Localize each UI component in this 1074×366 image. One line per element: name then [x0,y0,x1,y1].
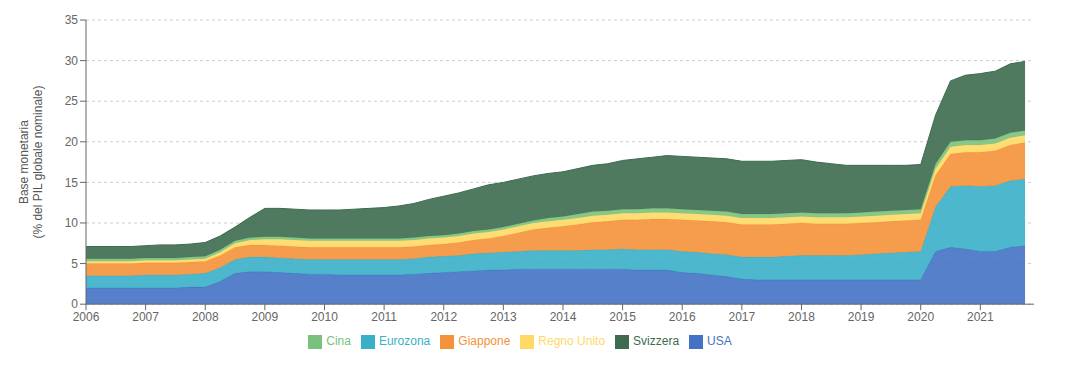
svg-text:2014: 2014 [550,310,577,324]
svg-text:2020: 2020 [907,310,934,324]
svg-text:2018: 2018 [788,310,815,324]
svg-text:2019: 2019 [848,310,875,324]
svg-text:Base monetaria(% del PIL globa: Base monetaria(% del PIL globale nominal… [17,86,45,239]
html-text:Svizzera: Svizzera [633,334,680,349]
svg-text:2015: 2015 [609,310,636,324]
svg-text:2006: 2006 [73,310,100,324]
svg-text:0: 0 [71,297,78,311]
html-text:USA: USA [707,334,732,349]
svg-text:2013: 2013 [490,310,517,324]
html-text:Regno Unito: Regno Unito [538,334,606,349]
svg-text:2008: 2008 [192,310,219,324]
svg-text:2012: 2012 [430,310,457,324]
svg-text:10: 10 [65,216,79,230]
svg-text:2010: 2010 [311,310,338,324]
svg-text:30: 30 [65,54,79,68]
svg-text:2011: 2011 [371,310,397,324]
svg-text:2021: 2021 [967,310,994,324]
svg-text:25: 25 [65,94,79,108]
svg-text:2016: 2016 [669,310,696,324]
html-text:Giappone: Giappone [458,334,511,349]
html-text:Eurozona: Eurozona [378,334,431,349]
svg-text:15: 15 [65,176,79,190]
svg-text:5: 5 [71,257,78,271]
svg-text:35: 35 [65,13,79,27]
svg-text:2017: 2017 [728,310,755,324]
svg-text:2009: 2009 [252,310,279,324]
html-text:Cina: Cina [326,334,351,349]
svg-text:2007: 2007 [132,310,159,324]
svg-text:20: 20 [65,135,79,149]
